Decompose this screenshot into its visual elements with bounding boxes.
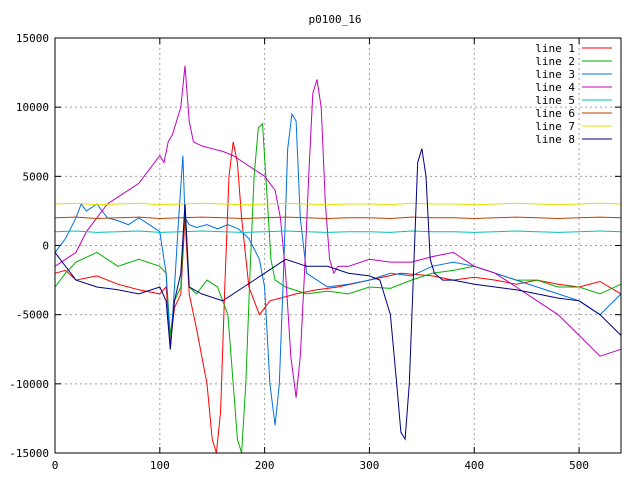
y-tick-label: -5000 [16,309,49,322]
x-tick-label: 400 [464,459,484,472]
series-line-3 [54,112,622,426]
x-tick-label: 0 [52,459,59,472]
legend-label: line 8 [535,133,575,146]
x-tick-label: 200 [255,459,275,472]
y-tick-label: 5000 [23,170,50,183]
x-tick-label: 300 [360,459,380,472]
legend-label: line 1 [535,42,575,55]
series-line-8 [54,148,622,441]
legend-label: line 2 [535,55,575,68]
series-line-1 [54,141,622,454]
plot-frame [54,37,622,454]
grid-lines [55,38,621,453]
legend-label: line 7 [535,120,575,133]
x-tick-label: 500 [569,459,589,472]
legend-label: line 5 [535,94,575,107]
legend-label: line 6 [535,107,575,120]
legend-label: line 3 [535,68,575,81]
y-tick-label: -10000 [9,378,49,391]
x-tick-label: 100 [150,459,170,472]
series-line-4 [54,65,622,398]
chart-title: p0100_16 [309,13,362,26]
y-tick-label: 15000 [16,32,49,45]
y-tick-label: 0 [42,240,49,253]
y-tick-label: 10000 [16,101,49,114]
axis-ticks: 0 100 200 300 400 500 -15000 -10000 -5000 0 5000 10… [9,32,621,472]
legend-label: line 4 [535,81,575,94]
series-line-2 [54,122,622,454]
y-tick-label: -15000 [9,447,49,460]
series-line-7 [54,202,622,206]
series-line-6 [54,216,622,220]
series-lines [54,65,622,454]
series-line-5 [54,230,622,233]
